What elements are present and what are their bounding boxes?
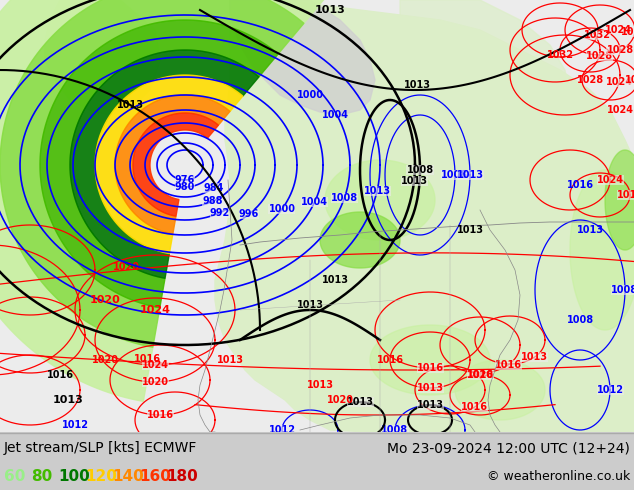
Text: 1012: 1012 [597, 385, 623, 395]
Text: 1012: 1012 [269, 425, 295, 435]
Text: 1013: 1013 [417, 383, 444, 393]
Text: 120: 120 [85, 468, 117, 484]
Polygon shape [40, 20, 278, 308]
Text: 1016: 1016 [467, 370, 493, 380]
Text: 1016: 1016 [134, 354, 160, 365]
Polygon shape [325, 160, 435, 240]
Text: 1028: 1028 [586, 50, 613, 61]
Polygon shape [133, 113, 219, 216]
Text: 988: 988 [202, 196, 223, 206]
Text: 1008: 1008 [441, 170, 469, 180]
Text: 1013: 1013 [297, 300, 324, 310]
Text: 140: 140 [112, 468, 144, 484]
Text: 1013: 1013 [306, 380, 333, 390]
Text: 1008: 1008 [406, 165, 434, 175]
Text: Jet stream/SLP [kts] ECMWF: Jet stream/SLP [kts] ECMWF [4, 441, 197, 455]
Text: 1032: 1032 [547, 50, 574, 60]
Text: 1013: 1013 [404, 80, 430, 90]
Text: 1024: 1024 [141, 360, 169, 370]
Text: 1013: 1013 [321, 275, 349, 285]
Text: 160: 160 [139, 468, 171, 484]
Text: 1024: 1024 [621, 27, 634, 37]
Text: 1004: 1004 [321, 110, 349, 120]
Text: 1020: 1020 [113, 262, 140, 272]
Text: 1024: 1024 [607, 105, 633, 115]
Text: 1013: 1013 [162, 443, 188, 453]
Text: 1016: 1016 [46, 370, 74, 380]
Text: 180: 180 [166, 468, 198, 484]
Text: 976: 976 [175, 175, 195, 185]
Polygon shape [95, 75, 243, 254]
Text: 1013: 1013 [117, 100, 143, 110]
Text: 1000: 1000 [297, 90, 323, 100]
Polygon shape [70, 50, 259, 278]
Text: 1020: 1020 [141, 377, 169, 387]
Text: 1020: 1020 [89, 295, 120, 305]
Text: Mo 23-09-2024 12:00 UTC (12+24): Mo 23-09-2024 12:00 UTC (12+24) [387, 441, 630, 455]
Polygon shape [45, 0, 160, 115]
Text: 1016: 1016 [417, 363, 444, 373]
Text: 984: 984 [203, 183, 223, 193]
Text: 1008: 1008 [382, 425, 408, 435]
Polygon shape [370, 325, 490, 395]
Text: 1013: 1013 [363, 186, 391, 196]
Text: 1008: 1008 [566, 315, 593, 325]
Text: 1013: 1013 [456, 225, 484, 235]
Text: 1024: 1024 [624, 75, 634, 85]
Polygon shape [455, 360, 545, 420]
Text: 1020: 1020 [327, 395, 354, 405]
Text: 1028: 1028 [576, 75, 604, 85]
Text: 1024: 1024 [605, 77, 633, 87]
Text: 1024: 1024 [597, 175, 623, 185]
Text: 1028: 1028 [607, 45, 633, 55]
Text: 1016: 1016 [495, 360, 522, 370]
Text: 1016: 1016 [146, 410, 174, 420]
Text: 1013: 1013 [521, 352, 548, 362]
Text: 1024: 1024 [139, 305, 171, 315]
Text: 1020: 1020 [91, 355, 119, 365]
Text: 60: 60 [4, 468, 25, 484]
Text: 980: 980 [175, 182, 195, 192]
Text: 1013: 1013 [53, 395, 84, 405]
Polygon shape [605, 150, 634, 250]
Text: 1013: 1013 [456, 170, 484, 180]
Text: 1032: 1032 [584, 30, 611, 40]
Text: 1013: 1013 [576, 225, 604, 235]
Text: 100: 100 [58, 468, 90, 484]
Polygon shape [115, 95, 230, 234]
Text: 1004: 1004 [301, 197, 328, 207]
Text: 1000: 1000 [268, 204, 295, 214]
Text: 1013: 1013 [314, 5, 346, 15]
Text: © weatheronline.co.uk: © weatheronline.co.uk [487, 469, 630, 483]
Polygon shape [395, 0, 570, 195]
Text: 1016: 1016 [377, 355, 403, 365]
Polygon shape [230, 0, 375, 115]
Text: 992: 992 [210, 208, 230, 218]
Text: 1008: 1008 [331, 193, 358, 203]
Polygon shape [0, 0, 339, 401]
Text: 996: 996 [238, 210, 259, 220]
Text: 1024: 1024 [604, 25, 631, 35]
Polygon shape [0, 0, 304, 347]
Text: 1012: 1012 [61, 420, 89, 430]
Polygon shape [320, 212, 400, 268]
Text: 1016: 1016 [616, 190, 634, 200]
Text: 80: 80 [31, 468, 52, 484]
Text: 1008: 1008 [611, 285, 634, 295]
Polygon shape [570, 170, 634, 330]
Text: 1013: 1013 [347, 397, 373, 407]
Text: 1016: 1016 [462, 402, 488, 412]
Text: 1013: 1013 [216, 355, 243, 365]
Text: 1013: 1013 [401, 176, 427, 186]
Text: 1020: 1020 [467, 370, 493, 380]
Text: 1013: 1013 [417, 400, 444, 410]
Text: 1016: 1016 [567, 180, 593, 190]
Polygon shape [215, 0, 634, 432]
